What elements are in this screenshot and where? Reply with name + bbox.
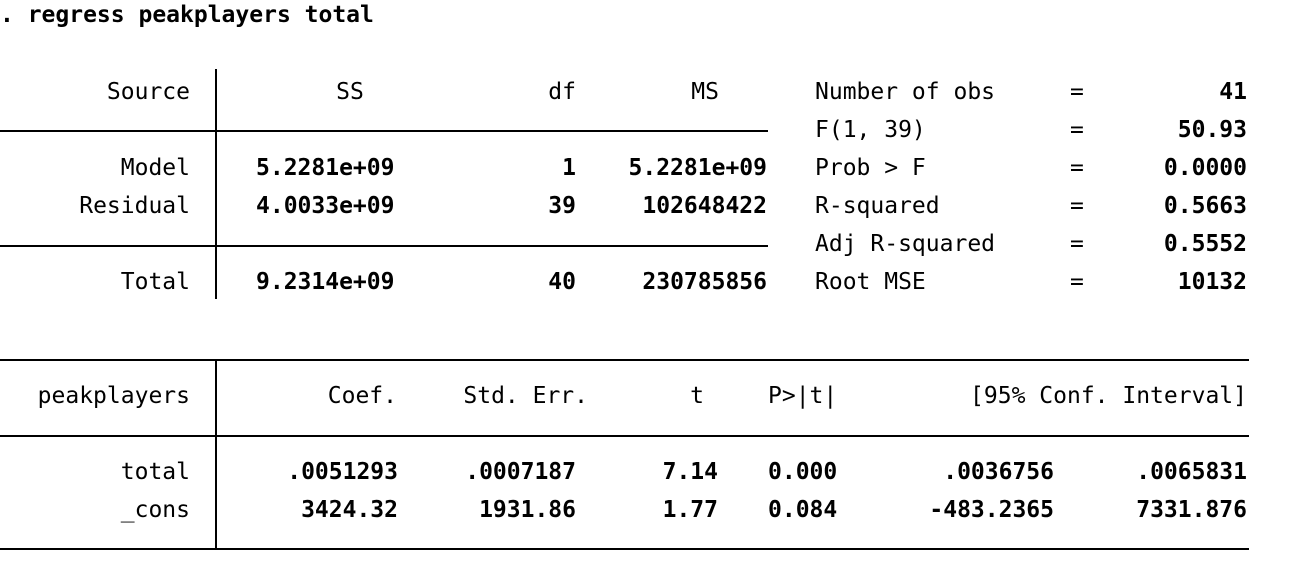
stat-equals: = bbox=[1070, 117, 1084, 143]
stat-equals: = bbox=[1070, 193, 1084, 219]
coef-row-p: 0.084 bbox=[768, 497, 838, 523]
stat-label: R-squared bbox=[815, 193, 940, 219]
coef-top-rule bbox=[0, 359, 1249, 361]
coef-header-p: P>|t| bbox=[768, 383, 838, 409]
stat-value: 41 bbox=[1219, 79, 1247, 105]
anova-total-df: 40 bbox=[548, 269, 576, 295]
coef-row-t: 7.14 bbox=[662, 459, 718, 485]
command-line: . regress peakplayers total bbox=[0, 2, 374, 28]
stat-value: 10132 bbox=[1177, 269, 1247, 295]
coef-row-var: _cons bbox=[120, 497, 190, 523]
stat-label: Prob > F bbox=[815, 155, 926, 181]
stat-equals: = bbox=[1070, 155, 1084, 181]
stat-equals: = bbox=[1070, 79, 1084, 105]
anova-row-ss: 4.0033e+09 bbox=[256, 193, 395, 219]
coef-row-ci-high: .0065831 bbox=[1136, 459, 1247, 485]
stat-label: Adj R-squared bbox=[815, 231, 996, 257]
coef-header-var: peakplayers bbox=[37, 383, 190, 409]
anova-header-ms: MS bbox=[691, 79, 719, 105]
stat-value: 0.5552 bbox=[1163, 231, 1247, 257]
anova-header-rule bbox=[0, 130, 768, 132]
anova-header-df: df bbox=[548, 79, 576, 105]
anova-total-rule bbox=[0, 245, 768, 247]
anova-row-df: 1 bbox=[562, 155, 576, 181]
stat-value: 0.0000 bbox=[1163, 155, 1247, 181]
coef-row-t: 1.77 bbox=[662, 497, 718, 523]
coef-row-p: 0.000 bbox=[768, 459, 838, 485]
anova-total-ms: 230785856 bbox=[642, 269, 767, 295]
coef-row-se: 1931.86 bbox=[479, 497, 576, 523]
coef-header-coef: Coef. bbox=[327, 383, 397, 409]
stat-value: 0.5663 bbox=[1163, 193, 1247, 219]
stat-label: F(1, 39) bbox=[815, 117, 926, 143]
anova-row-ss: 5.2281e+09 bbox=[256, 155, 395, 181]
coef-bottom-rule bbox=[0, 548, 1249, 550]
stat-equals: = bbox=[1070, 231, 1084, 257]
coef-row-coef: 3424.32 bbox=[301, 497, 398, 523]
coef-row-ci-low: .0036756 bbox=[943, 459, 1054, 485]
stat-value: 50.93 bbox=[1177, 117, 1247, 143]
coef-header-t: t bbox=[690, 383, 704, 409]
stat-label: Root MSE bbox=[815, 269, 926, 295]
anova-row-source: Residual bbox=[79, 193, 190, 219]
anova-row-df: 39 bbox=[548, 193, 576, 219]
coef-row-var: total bbox=[120, 459, 190, 485]
anova-column-divider bbox=[215, 69, 217, 299]
anova-header-source: Source bbox=[106, 79, 190, 105]
coef-row-ci-high: 7331.876 bbox=[1136, 497, 1247, 523]
coef-column-divider bbox=[215, 361, 217, 550]
coef-header-se: Std. Err. bbox=[463, 383, 588, 409]
coef-header-rule bbox=[0, 435, 1249, 437]
anova-header-ss: SS bbox=[336, 79, 364, 105]
coef-row-se: .0007187 bbox=[465, 459, 576, 485]
anova-row-source: Model bbox=[120, 155, 190, 181]
coef-row-coef: .0051293 bbox=[287, 459, 398, 485]
anova-total-ss: 9.2314e+09 bbox=[256, 269, 395, 295]
anova-row-ms: 5.2281e+09 bbox=[628, 155, 767, 181]
anova-row-ms: 102648422 bbox=[642, 193, 767, 219]
stat-label: Number of obs bbox=[815, 79, 996, 105]
anova-total-source: Total bbox=[120, 269, 190, 295]
coef-header-ci: [95% Conf. Interval] bbox=[970, 383, 1247, 409]
coef-row-ci-low: -483.2365 bbox=[929, 497, 1054, 523]
stat-equals: = bbox=[1070, 269, 1084, 295]
